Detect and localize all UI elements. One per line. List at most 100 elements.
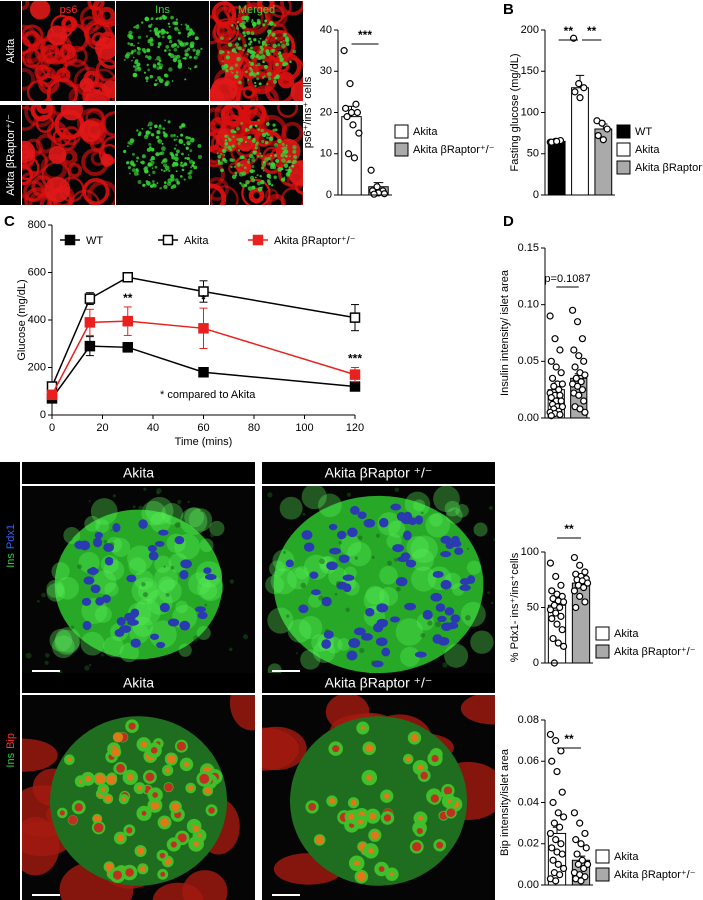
stain-name: Bip xyxy=(5,733,17,749)
granule xyxy=(168,49,171,52)
y-tick-label: 100 xyxy=(521,106,539,118)
granule xyxy=(254,146,259,150)
stain-strip xyxy=(0,462,20,681)
granule xyxy=(176,54,181,59)
granule xyxy=(262,169,265,172)
granule xyxy=(184,156,187,160)
granule xyxy=(143,134,149,140)
granule xyxy=(124,53,130,59)
data-point xyxy=(556,823,564,831)
tissue xyxy=(371,555,375,559)
er xyxy=(101,787,106,792)
cytoplasm xyxy=(55,627,81,653)
granule xyxy=(132,65,136,68)
granule xyxy=(153,27,159,32)
nucleus xyxy=(466,575,476,584)
granule xyxy=(258,50,264,55)
nucleus xyxy=(430,592,443,602)
data-point xyxy=(603,125,611,133)
tissue xyxy=(302,512,306,516)
granule xyxy=(174,26,179,31)
bar xyxy=(571,87,589,196)
granule xyxy=(196,52,200,57)
cytoplasm xyxy=(80,631,105,656)
granule xyxy=(194,36,199,41)
er xyxy=(366,774,373,781)
er xyxy=(350,799,357,806)
granule xyxy=(243,166,247,169)
micrograph xyxy=(22,486,255,683)
legend-swatch xyxy=(595,849,610,864)
cytoplasm xyxy=(295,565,309,580)
marker xyxy=(84,293,96,304)
legend-swatch xyxy=(616,160,631,175)
granule xyxy=(126,145,129,148)
marker xyxy=(349,369,361,380)
cell xyxy=(97,6,115,25)
granule xyxy=(273,23,277,27)
image-header-text: Akita xyxy=(123,465,154,481)
granule xyxy=(270,154,273,157)
nucleus xyxy=(116,617,126,626)
granule xyxy=(166,31,169,34)
granule xyxy=(161,35,165,39)
granule xyxy=(233,130,237,134)
data-point xyxy=(548,614,556,623)
granule xyxy=(291,161,295,165)
nucleus xyxy=(338,554,350,562)
granule xyxy=(173,134,176,138)
granule xyxy=(292,49,297,54)
tissue xyxy=(359,647,365,654)
granule xyxy=(147,39,152,44)
granule xyxy=(132,56,135,59)
data-point xyxy=(344,150,353,158)
cell xyxy=(61,16,78,33)
row-label-strip xyxy=(0,105,21,205)
granule xyxy=(146,181,151,186)
data-point xyxy=(575,352,583,360)
data-point xyxy=(580,357,588,365)
granule xyxy=(244,43,248,48)
granule xyxy=(279,57,284,63)
granule xyxy=(149,42,154,47)
data-point xyxy=(553,137,561,145)
granule xyxy=(180,161,183,165)
granule xyxy=(235,71,239,74)
granule xyxy=(170,134,174,138)
granule xyxy=(241,15,246,21)
granule xyxy=(224,142,229,146)
granule xyxy=(241,183,246,188)
data-point xyxy=(599,136,607,144)
granule xyxy=(262,76,265,79)
granule xyxy=(249,67,252,70)
granule xyxy=(257,186,263,192)
granule xyxy=(156,182,159,185)
granule xyxy=(249,40,253,44)
granule xyxy=(283,176,286,179)
cell xyxy=(223,1,252,21)
significance-label: ** xyxy=(123,291,133,305)
data-point xyxy=(352,100,360,108)
data-point xyxy=(558,850,566,858)
granule xyxy=(131,59,133,62)
tissue xyxy=(319,558,325,565)
cell xyxy=(48,145,67,164)
granule xyxy=(289,60,292,64)
data-point xyxy=(380,190,389,198)
granule xyxy=(181,164,185,168)
nucleus xyxy=(450,614,461,623)
significance-label: ** xyxy=(564,24,574,38)
granule xyxy=(262,160,266,164)
granule xyxy=(187,175,193,180)
cytoplasm xyxy=(154,555,172,573)
nucleus xyxy=(203,567,212,574)
granule xyxy=(264,157,269,162)
er xyxy=(136,847,145,855)
granule xyxy=(168,40,173,44)
granule xyxy=(242,31,246,35)
granule xyxy=(260,166,265,170)
granule xyxy=(247,160,251,164)
granule xyxy=(236,137,240,142)
granule xyxy=(235,26,239,30)
granule xyxy=(263,75,266,78)
